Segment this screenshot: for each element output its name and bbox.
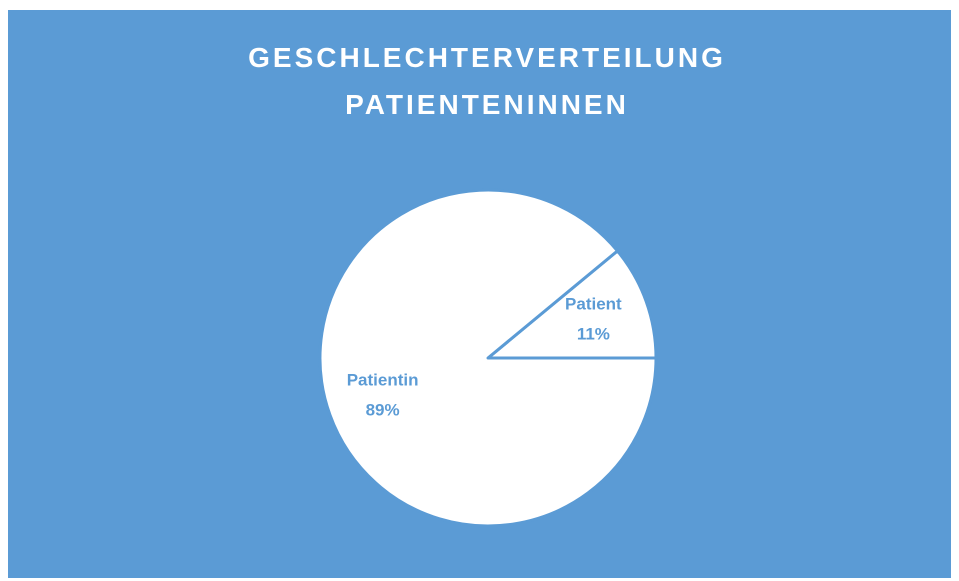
data-label-name: Patientin: [347, 370, 419, 389]
chart-title: GESCHLECHTERVERTEILUNG PATIENTENINNEN: [248, 42, 726, 120]
pie-slice: [486, 249, 658, 360]
pie-slice: [318, 188, 658, 528]
data-label-value: 11%: [577, 325, 610, 344]
data-label-name: Patient: [565, 295, 622, 314]
data-label-value: 89%: [366, 400, 400, 419]
